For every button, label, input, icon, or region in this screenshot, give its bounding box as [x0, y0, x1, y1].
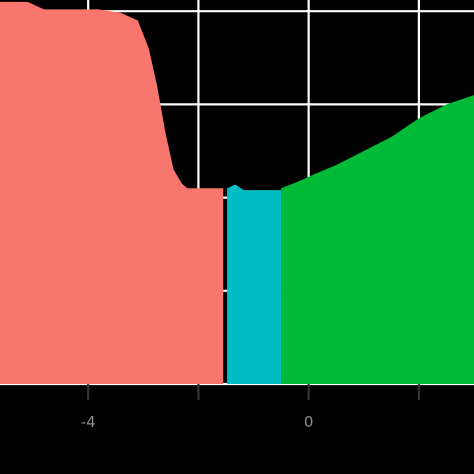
area-series-2	[281, 95, 474, 384]
area-series-1	[227, 184, 282, 384]
area-series-0	[0, 1, 224, 385]
x-tick-label-0: -4	[81, 413, 96, 431]
data-areas	[0, 1, 474, 385]
x-axis-ticks: -4 0	[81, 384, 420, 431]
x-tick-label-2: 0	[304, 413, 314, 431]
